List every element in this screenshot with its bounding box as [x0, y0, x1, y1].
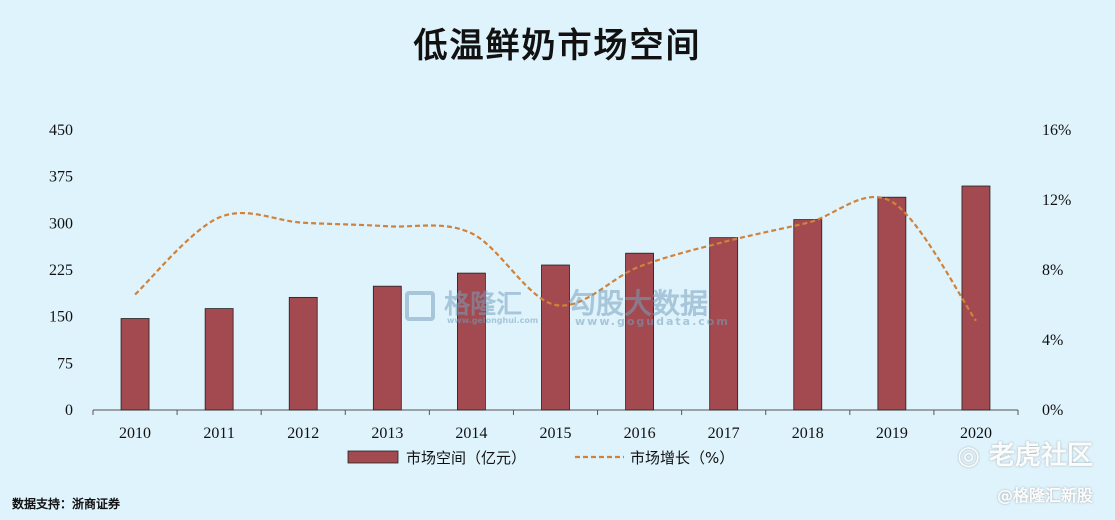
bar: [877, 196, 907, 411]
tiger-logo-icon: ◎: [957, 441, 980, 471]
x-tick-label: 2015: [540, 425, 572, 442]
watermark-gogu: 勾股大数据: [568, 287, 709, 320]
x-tick-label: 2020: [960, 425, 992, 442]
bar: [372, 285, 402, 411]
y2-tick-label: 16%: [1042, 122, 1071, 139]
watermark-glh-icon: [405, 290, 435, 321]
x-tick-label: 2011: [203, 425, 234, 442]
watermark-gogu-url: www.gogudata.com: [575, 315, 730, 328]
bar: [625, 252, 654, 411]
y2-tick-label: 8%: [1042, 262, 1063, 279]
bar: [288, 296, 318, 411]
y2-tick-label: 0%: [1042, 402, 1063, 419]
y2-tick-label: 4%: [1042, 332, 1063, 349]
x-tick-label: 2013: [371, 425, 403, 442]
legend-line-label: 市场增长（%）: [630, 449, 734, 467]
chart-legend: 市场空间（亿元） 市场增长（%）: [347, 449, 734, 467]
watermark-glh-url: www.gelonghui.com: [447, 316, 539, 325]
x-tick-label: 2018: [792, 425, 824, 442]
source-note: 数据支持：浙商证券: [12, 497, 121, 511]
bar: [204, 308, 234, 411]
watermark-tiger-community: ◎ 老虎社区: [957, 441, 1093, 471]
x-tick-label: 2016: [624, 425, 656, 442]
y-tick-label: 375: [49, 169, 73, 186]
y-tick-label: 150: [49, 309, 73, 326]
chart-title: 低温鲜奶市场空间: [413, 26, 702, 66]
bar: [457, 272, 486, 411]
chart-axes: 0 75 150 225 300 375 450 0% 4% 8% 12% 16% 2010 2011 20…: [49, 122, 1071, 442]
x-tick-label: 2014: [455, 425, 487, 442]
y-tick-label: 225: [49, 262, 73, 279]
y-tick-label: 450: [49, 122, 73, 139]
watermark-glh-new: @格隆汇新股: [996, 486, 1093, 505]
watermark-glh-text: 格隆汇: [444, 290, 523, 320]
x-tick-label: 2019: [876, 425, 908, 442]
y-tick-label: 0: [65, 402, 73, 419]
x-tick-label: 2012: [287, 425, 319, 442]
x-tick-label: 2017: [708, 425, 740, 442]
legend-bar-swatch: [347, 450, 399, 464]
legend-bar-label: 市场空间（亿元）: [406, 449, 526, 467]
y-tick-label: 75: [57, 355, 73, 372]
bar: [793, 219, 823, 411]
x-tick-label: 2010: [119, 425, 151, 442]
bar: [120, 318, 150, 411]
bar-series: [120, 185, 991, 411]
watermark-glh: 格隆汇: [405, 284, 522, 321]
bar: [709, 237, 739, 411]
y-tick-label: 300: [49, 215, 73, 232]
y2-tick-label: 12%: [1042, 192, 1071, 209]
bar: [961, 185, 991, 411]
bar: [541, 264, 570, 411]
